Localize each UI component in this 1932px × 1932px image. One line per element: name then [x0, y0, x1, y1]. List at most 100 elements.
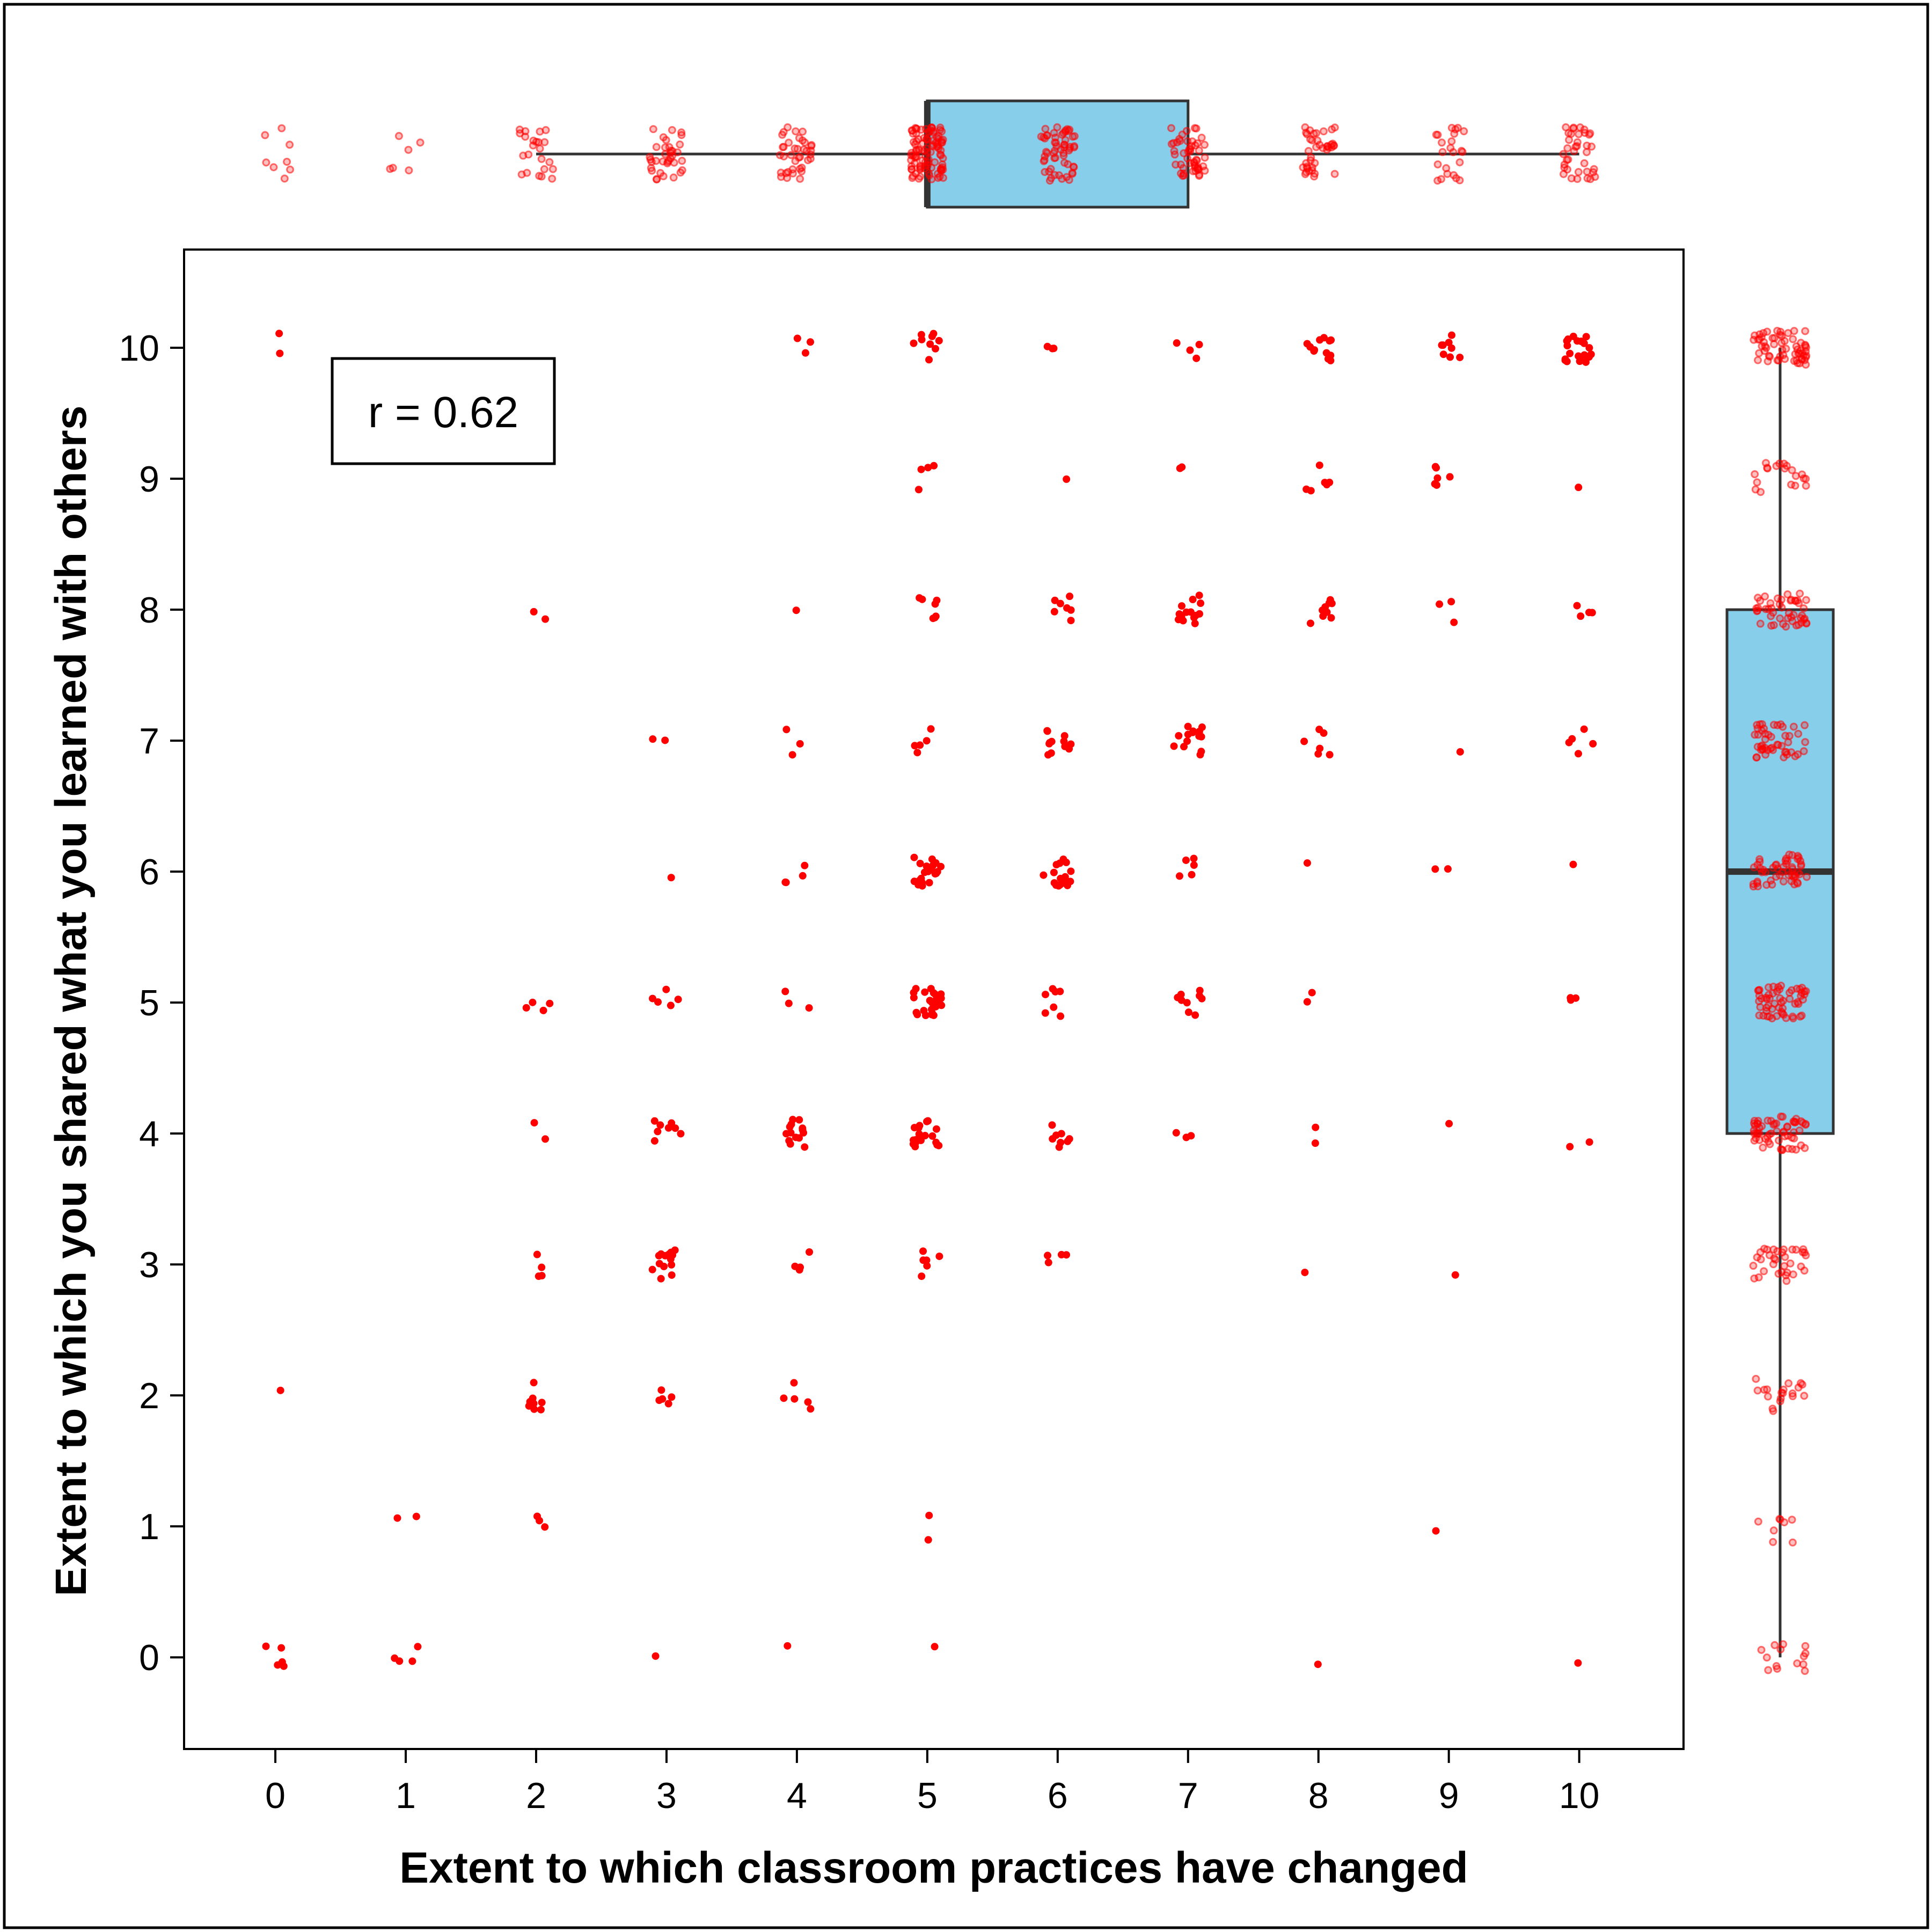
right-marginal-point	[1753, 478, 1761, 487]
data-point	[533, 1250, 541, 1258]
right-marginal-point	[1753, 1253, 1761, 1262]
data-point	[923, 737, 931, 745]
right-marginal-point	[1755, 1129, 1763, 1138]
top-marginal-point	[1575, 130, 1583, 138]
data-point	[782, 879, 790, 887]
data-point	[1447, 598, 1455, 606]
y-axis-title: Extent to which you shared what you lear…	[47, 406, 96, 1597]
data-point	[1063, 604, 1071, 612]
top-marginal-point	[1569, 123, 1578, 132]
data-point	[1316, 336, 1324, 344]
right-marginal-point	[1773, 356, 1782, 364]
data-point	[796, 740, 804, 748]
right-marginal-point	[1790, 327, 1798, 335]
data-point	[932, 1138, 940, 1146]
top-marginal-point	[1194, 166, 1202, 174]
top-marginal-point	[1178, 130, 1187, 139]
data-point	[538, 1263, 546, 1271]
right-marginal-point	[1777, 595, 1785, 604]
right-marginal-point	[1782, 1271, 1790, 1279]
top-marginal-point	[1192, 156, 1201, 164]
data-point	[655, 1396, 663, 1404]
data-point	[923, 1262, 931, 1270]
data-point	[925, 356, 933, 364]
top-marginal-point	[1061, 136, 1070, 144]
data-point	[1321, 479, 1329, 487]
top-marginal-point	[648, 166, 656, 175]
data-point	[1311, 1139, 1319, 1147]
top-marginal-point	[1304, 147, 1313, 155]
top-marginal-point	[1455, 158, 1464, 166]
right-marginal-point	[1785, 850, 1794, 859]
right-marginal-point	[1752, 753, 1761, 762]
data-point	[1177, 996, 1185, 1004]
top-marginal-point	[1312, 143, 1321, 151]
right-marginal-point	[1754, 1517, 1762, 1526]
data-point	[1302, 485, 1311, 493]
right-marginal-point	[1770, 1641, 1779, 1649]
top-marginal-point	[280, 174, 289, 183]
top-marginal-point	[916, 172, 925, 181]
data-point	[396, 1657, 404, 1665]
top-marginal-point	[807, 147, 815, 155]
data-point	[650, 1117, 658, 1125]
data-point	[932, 1125, 940, 1133]
data-point	[1323, 608, 1331, 616]
top-marginal-point	[791, 144, 799, 153]
data-point	[1060, 737, 1068, 745]
right-marginal-point	[1782, 859, 1790, 868]
top-marginal-point	[656, 169, 665, 177]
top-marginal-point	[1191, 141, 1199, 150]
top-marginal-point	[416, 138, 425, 147]
data-point	[1188, 870, 1196, 879]
data-point	[1569, 332, 1577, 340]
data-point	[786, 1140, 794, 1148]
top-marginal-point	[908, 149, 916, 157]
data-point	[274, 1661, 282, 1669]
data-point	[1568, 735, 1576, 743]
top-marginal-point	[1442, 164, 1451, 172]
right-marginal-point	[1776, 331, 1784, 339]
data-point	[919, 1247, 927, 1255]
right-marginal-point	[1766, 353, 1774, 361]
data-point	[1316, 744, 1324, 752]
y-axis-ticks: 0 1 2 3 4 5 6 7 8 9 10	[119, 328, 184, 1678]
data-point	[529, 998, 537, 1006]
top-marginal-point	[646, 153, 654, 162]
data-point	[927, 1005, 935, 1013]
right-marginal-point	[1792, 984, 1801, 993]
x-axis-title: Extent to which classroom practices have…	[399, 1843, 1468, 1892]
right-marginal-point	[1782, 623, 1790, 631]
top-marginal-point	[676, 169, 685, 177]
x-tick-label: 6	[1048, 1775, 1068, 1816]
data-point	[668, 1393, 676, 1401]
data-point	[275, 330, 283, 338]
top-marginal-point	[912, 137, 921, 145]
top-marginal-point	[1583, 141, 1591, 150]
right-marginal-point	[1785, 994, 1794, 1003]
data-point	[1300, 737, 1308, 745]
top-marginal-point	[908, 165, 916, 174]
data-point	[1432, 464, 1440, 472]
data-point	[677, 1130, 685, 1138]
right-marginal-point	[1753, 594, 1762, 602]
data-point	[913, 749, 921, 757]
right-marginal-point	[1754, 356, 1762, 364]
right-marginal-point	[1780, 1518, 1789, 1527]
top-marginal-point	[1176, 160, 1185, 169]
data-point	[1308, 989, 1316, 997]
data-point	[276, 1386, 284, 1394]
data-point	[926, 340, 934, 348]
data-point	[924, 1117, 932, 1125]
top-marginal-point	[1070, 163, 1078, 172]
data-point	[921, 988, 929, 996]
right-marginal-point	[1754, 604, 1762, 612]
right-marginal-point	[1795, 870, 1804, 879]
right-marginal-point	[1757, 1645, 1766, 1654]
data-point	[793, 334, 801, 342]
top-marginal-point	[936, 165, 945, 173]
top-marginal-point	[540, 165, 548, 173]
right-marginal-point	[1794, 596, 1802, 605]
data-point	[932, 991, 940, 999]
